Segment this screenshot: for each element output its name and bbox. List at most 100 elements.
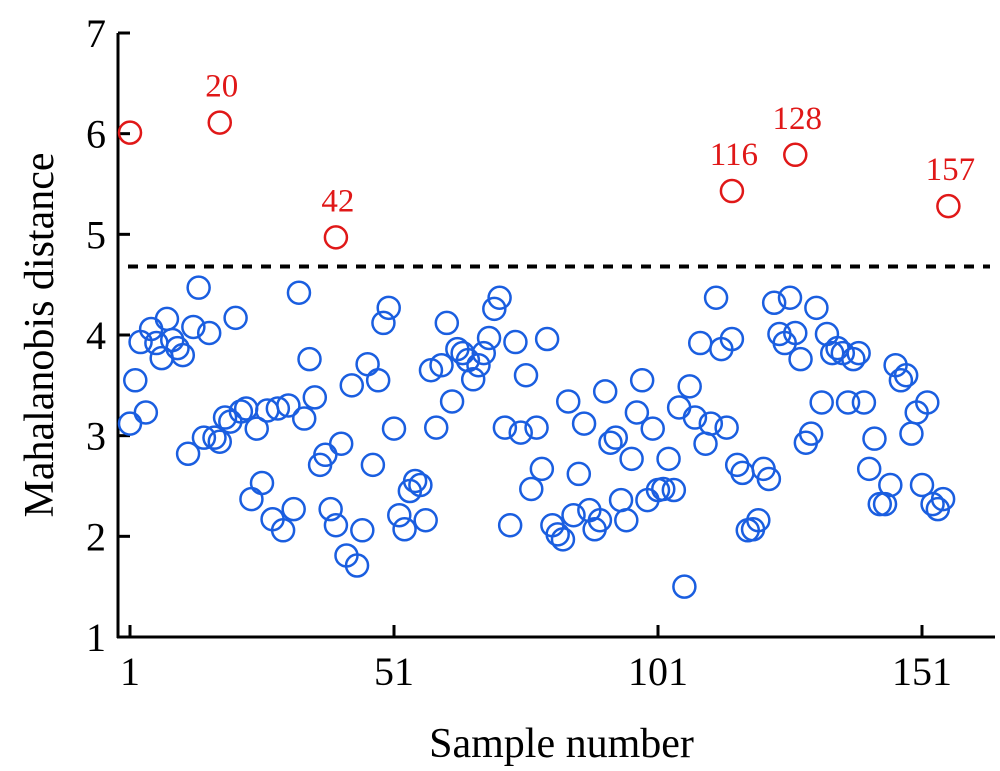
data-point [714, 415, 739, 440]
data-point [270, 518, 296, 543]
data-point [492, 415, 518, 440]
data-point [281, 496, 306, 522]
data-point [592, 379, 618, 404]
data-point [598, 430, 623, 455]
data-point [783, 320, 808, 346]
data-point [724, 452, 750, 478]
data-point [730, 460, 755, 486]
data-point [703, 285, 729, 311]
outlier-label: 116 [710, 137, 758, 173]
data-point [809, 390, 834, 415]
data-point [387, 502, 412, 528]
data-point [144, 330, 169, 356]
data-point [302, 385, 328, 410]
data-point [856, 456, 882, 482]
data-point [788, 346, 813, 372]
data-point [460, 367, 486, 392]
data-point [291, 406, 317, 431]
y-axis-title: Mahalanobis distance [17, 152, 63, 517]
data-point [682, 405, 708, 430]
data-point [555, 389, 581, 414]
data-point [888, 368, 914, 393]
x-axis-title: Sample number [429, 721, 694, 767]
data-point [672, 574, 697, 599]
data-point [371, 310, 396, 336]
data-point [497, 513, 523, 538]
data-point [471, 340, 497, 366]
data-point [318, 496, 343, 522]
data-point [619, 446, 644, 472]
data-point [841, 346, 866, 372]
data-point [381, 416, 407, 441]
data-point [344, 553, 370, 578]
data-point [513, 363, 539, 388]
y-tick-label: 7 [86, 11, 106, 56]
data-point [624, 400, 650, 425]
data-point [545, 522, 570, 547]
y-tick-label: 6 [86, 112, 106, 157]
data-point [350, 518, 375, 543]
data-point [413, 507, 438, 533]
data-point [196, 320, 222, 346]
data-point [402, 468, 428, 494]
data-point [666, 395, 692, 420]
data-point [154, 306, 180, 332]
data-point [661, 477, 687, 503]
data-point [423, 415, 449, 440]
y-tick-label: 2 [86, 514, 106, 559]
data-point [355, 351, 380, 377]
data-point [202, 425, 227, 450]
data-point [798, 421, 824, 446]
data-point [550, 527, 576, 552]
data-point [265, 396, 291, 421]
data-point [872, 491, 898, 517]
data-point [508, 420, 533, 445]
data-point [297, 346, 322, 372]
data-point [930, 486, 956, 512]
data-point [534, 326, 560, 352]
outlier-label: 157 [926, 152, 976, 188]
data-point [249, 470, 275, 496]
x-tick-label: 151 [892, 649, 952, 694]
data-point [117, 411, 143, 436]
data-point [228, 399, 254, 424]
data-point [719, 326, 745, 352]
data-point [170, 342, 196, 368]
data-point [566, 461, 592, 487]
data-point [123, 368, 148, 393]
data-point [746, 507, 771, 533]
data-points [117, 110, 961, 599]
data-point [159, 327, 185, 353]
data-point [777, 285, 803, 311]
data-point [524, 415, 549, 440]
data-point [466, 352, 491, 378]
data-point [239, 486, 264, 512]
outlier-point [323, 225, 349, 250]
data-point [761, 290, 787, 316]
data-point [687, 330, 713, 356]
data-point [165, 335, 190, 361]
data-point [846, 340, 871, 366]
data-point [360, 452, 386, 478]
x-tick-label: 1 [120, 649, 140, 694]
outlier-point [719, 178, 745, 204]
y-tick-label: 4 [86, 313, 106, 358]
data-point [339, 373, 365, 398]
outlier-point [936, 193, 961, 219]
data-point [482, 296, 507, 322]
data-point [439, 389, 465, 414]
data-point [434, 310, 460, 336]
data-point [614, 507, 639, 533]
data-point [207, 429, 233, 454]
data-point [629, 368, 655, 393]
outlier-label: 20 [205, 69, 238, 105]
outlier-point [783, 142, 808, 168]
data-point [561, 502, 586, 528]
data-point [175, 441, 201, 467]
data-point [328, 431, 354, 456]
outlier-label: 42 [321, 183, 354, 219]
data-point [392, 517, 417, 542]
data-point [503, 329, 528, 355]
